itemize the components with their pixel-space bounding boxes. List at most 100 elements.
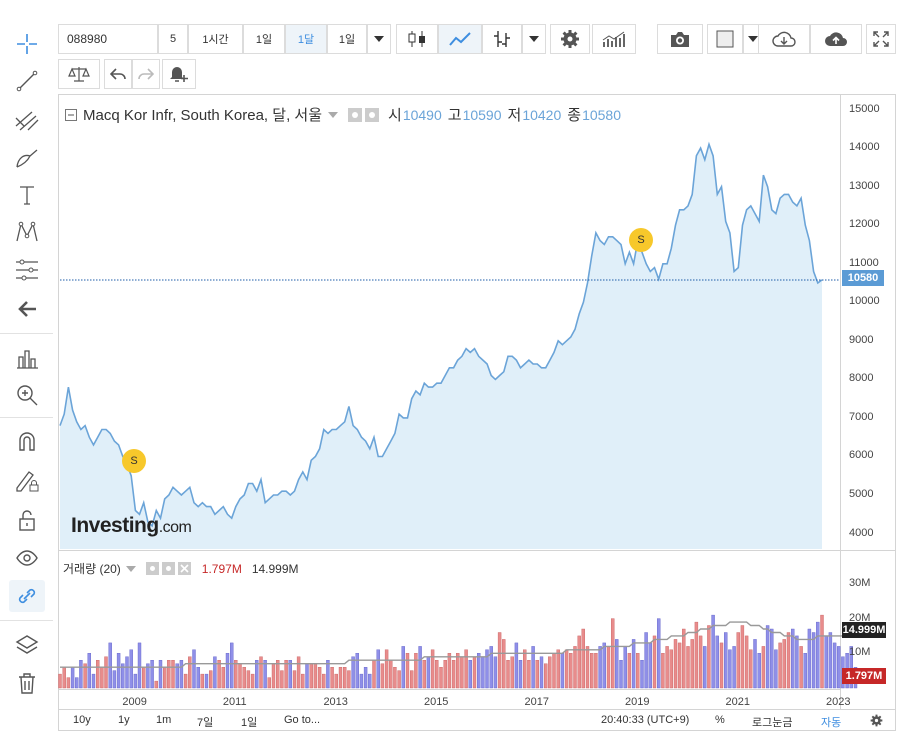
brush-icon[interactable] — [9, 142, 45, 174]
volume-bar — [305, 663, 309, 689]
lock-drawing-icon[interactable] — [9, 465, 45, 497]
range-10y[interactable]: 10y — [73, 714, 91, 726]
time-tick-label: 2015 — [423, 696, 449, 708]
volume-bar — [188, 656, 192, 689]
bell-add-icon — [170, 67, 188, 82]
chart-type-dropdown[interactable] — [522, 24, 546, 54]
candle-type-button[interactable] — [396, 24, 438, 54]
goto-button[interactable]: Go to... — [284, 714, 321, 726]
range-7d[interactable]: 7일 — [197, 717, 214, 729]
volume-bar — [359, 673, 364, 689]
volume-bar — [514, 642, 519, 689]
gear-icon — [561, 30, 579, 48]
symbol-input[interactable]: 088980 — [58, 24, 158, 54]
volume-bar — [707, 625, 711, 689]
redo-icon — [138, 68, 154, 80]
percent-toggle[interactable]: % — [715, 714, 725, 726]
divider — [0, 417, 53, 418]
range-1m[interactable]: 1m — [156, 714, 172, 726]
save-cloud-button[interactable] — [810, 24, 862, 54]
crosshair-icon[interactable] — [9, 28, 45, 60]
volume-bar — [485, 649, 489, 689]
compare-button[interactable] — [58, 59, 100, 89]
interval-1mo[interactable]: 1달 — [285, 24, 327, 54]
price-area-fill — [60, 144, 822, 550]
split-marker[interactable]: S — [629, 228, 653, 252]
volume-bar — [439, 667, 443, 689]
arrow-back-icon[interactable] — [9, 293, 45, 325]
close-label: 종 — [567, 107, 582, 124]
volume-bar — [451, 660, 456, 689]
measure-icon[interactable] — [9, 342, 45, 374]
volume-bar — [255, 660, 259, 689]
volume-bar — [468, 660, 472, 689]
range-1d[interactable]: 1일 — [241, 717, 258, 729]
series-settings-icon[interactable] — [348, 107, 382, 122]
price-tick-label: 5000 — [849, 488, 874, 501]
fullscreen-button[interactable] — [866, 24, 896, 54]
volume-bar — [728, 649, 732, 689]
interval-5[interactable]: 5 — [158, 24, 188, 54]
volume-bar — [229, 642, 234, 689]
chevron-down-icon[interactable] — [125, 565, 136, 572]
indicators-button[interactable] — [592, 24, 636, 54]
bar-type-button[interactable] — [482, 24, 522, 54]
range-1y[interactable]: 1y — [118, 714, 130, 726]
price-tick-label: 15000 — [849, 102, 880, 115]
time-tick-label: 2023 — [826, 696, 851, 708]
volume-bar — [116, 653, 121, 689]
volume-bar — [284, 660, 288, 689]
split-marker[interactable]: S — [122, 449, 146, 473]
collapse-icon[interactable] — [65, 108, 77, 121]
unlock-icon[interactable] — [9, 504, 45, 536]
time-axis-border — [58, 689, 840, 690]
square-icon — [716, 30, 734, 48]
volume-bar — [133, 673, 138, 689]
eye-icon[interactable] — [9, 542, 45, 574]
load-cloud-button[interactable] — [758, 24, 810, 54]
text-icon[interactable] — [9, 179, 45, 211]
volume-bar — [66, 677, 71, 689]
close-value: 10580 — [582, 106, 622, 123]
chevron-down-icon[interactable] — [328, 111, 339, 118]
layers-icon[interactable] — [9, 629, 45, 661]
pattern-icon[interactable] — [9, 216, 45, 248]
gear-icon[interactable] — [870, 714, 883, 727]
screenshot-button[interactable] — [657, 24, 703, 54]
area-type-button[interactable] — [438, 24, 482, 54]
trash-icon[interactable] — [9, 667, 45, 699]
auto-scale-toggle[interactable]: 자동 — [821, 717, 842, 729]
volume-bar — [292, 670, 297, 689]
volume-bar — [631, 639, 636, 689]
settings-button[interactable] — [550, 24, 590, 54]
alert-button[interactable] — [162, 59, 196, 89]
time-tick-label: 2009 — [122, 696, 147, 708]
redo-button[interactable] — [132, 59, 160, 89]
volume-bar — [347, 670, 351, 689]
zoom-icon[interactable] — [9, 379, 45, 411]
fibonacci-icon[interactable] — [9, 104, 45, 136]
interval-dropdown[interactable] — [367, 24, 391, 54]
interval-1d-alt[interactable]: 1일 — [327, 24, 367, 54]
volume-settings-icon[interactable] — [145, 562, 196, 575]
volume-bar — [137, 642, 142, 689]
volume-bar — [384, 649, 389, 689]
volume-bar — [162, 667, 167, 689]
volume-bar — [782, 639, 786, 689]
volume-bar — [171, 660, 175, 689]
interval-1h[interactable]: 1시간 — [188, 24, 243, 54]
trendline-icon[interactable] — [9, 65, 45, 97]
layout-button[interactable] — [707, 24, 743, 54]
magnet-icon[interactable] — [9, 426, 45, 458]
volume-bar — [531, 646, 535, 689]
volume-bar — [661, 653, 665, 689]
undo-button[interactable] — [104, 59, 132, 89]
volume-bar — [74, 677, 79, 689]
log-scale-toggle[interactable]: 로그눈금 — [752, 717, 793, 729]
prediction-icon[interactable] — [9, 254, 45, 286]
interval-1d[interactable]: 1일 — [243, 24, 285, 54]
time-tick-label: 2011 — [222, 696, 247, 708]
volume-bar — [581, 628, 585, 689]
link-icon[interactable] — [9, 580, 45, 612]
